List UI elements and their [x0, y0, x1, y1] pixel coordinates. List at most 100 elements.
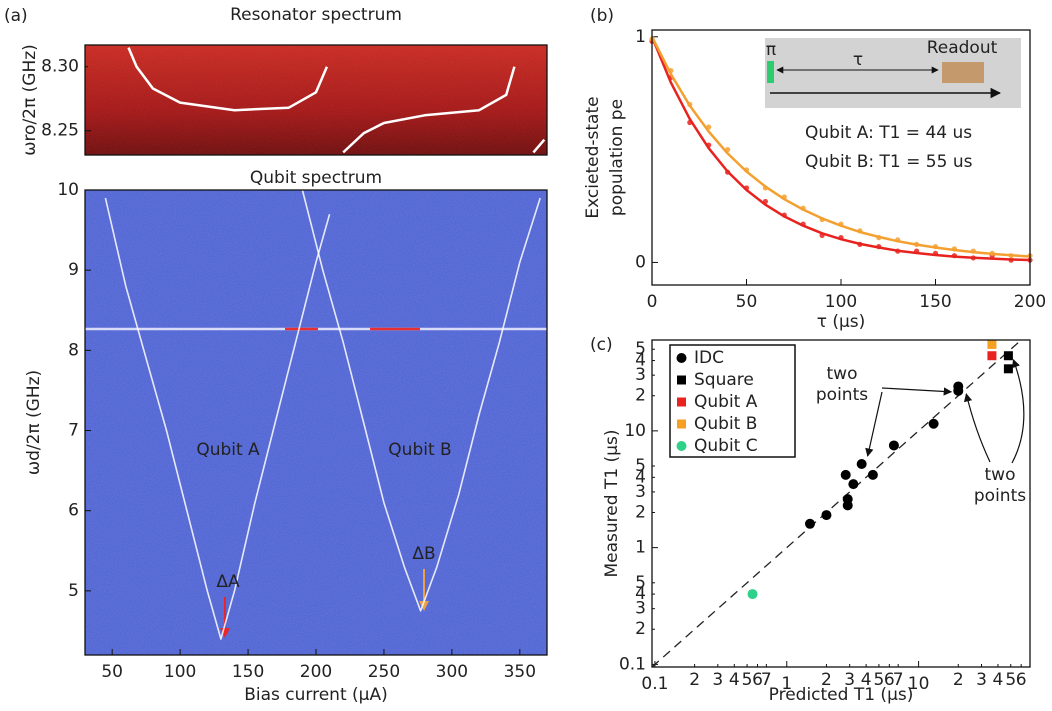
x-tick-label: 7 [761, 670, 772, 690]
x-tick-label: 10 [908, 674, 930, 694]
annotation: points [974, 486, 1026, 506]
legend-label: Square [694, 370, 754, 390]
x-tick-label: 6 [752, 670, 763, 690]
x-tick-label: 5 [742, 670, 753, 690]
x-tick-label: 2 [953, 670, 964, 690]
annotation: ΔB [412, 544, 435, 564]
marker [928, 418, 939, 429]
x-tick-label: 200 [1014, 292, 1046, 312]
x-tick-label: 4 [861, 670, 872, 690]
legend-box [669, 344, 796, 458]
x-axis-label: Predicted T1 (μs) [769, 685, 914, 705]
legend-label: Qubit A [694, 392, 758, 412]
marker [747, 589, 758, 600]
x-tick-label: 1 [781, 674, 792, 694]
curve [650, 36, 1031, 262]
legend-marker [676, 353, 687, 363]
annotation-arrow [963, 393, 991, 463]
x-tick-label: 6 [1016, 670, 1027, 690]
annotation: ΔA [216, 572, 240, 592]
legend-marker [677, 419, 686, 429]
x-tick-label: 6 [884, 670, 895, 690]
y-tick-label: 1 [635, 27, 646, 47]
y-tick-label: 0.1 [619, 654, 646, 674]
annotation: two [985, 465, 1016, 485]
pulse-label: π [766, 40, 776, 60]
y-axis-label: Measured T1 (μs) [602, 430, 622, 578]
legend-marker [677, 397, 686, 407]
curve [301, 189, 541, 612]
readout-pulse [942, 62, 984, 83]
annotation-arrow [865, 391, 883, 457]
legend-label: Qubit B: T1 = 55 us [805, 152, 973, 172]
x-tick-label: 200 [300, 662, 332, 682]
y-tick-label: 9 [68, 260, 79, 280]
curve [650, 36, 1031, 258]
y-tick-label: 8.25 [41, 121, 79, 141]
marker [987, 339, 997, 349]
axes-frame [84, 189, 548, 656]
pulse-inset: π τ Readout [765, 38, 1021, 108]
y-tick-label: 1 [635, 538, 646, 558]
x-tick-label: 50 [101, 662, 123, 682]
y-tick-label: 6 [68, 501, 79, 521]
x-tick-label: 150 [232, 662, 264, 682]
x-tick-label: 4 [729, 670, 740, 690]
y-axis-label: Excieted-state [583, 96, 603, 218]
y-tick-label: 5 [635, 339, 646, 359]
panel-label: (b) [590, 6, 614, 26]
y-tick-label: 10 [624, 421, 646, 441]
annotation: Qubit B [388, 440, 451, 460]
chart-title: Qubit spectrum [250, 168, 382, 188]
y-tick-label: 7 [68, 421, 79, 441]
y-tick-label: 0 [635, 252, 646, 272]
marker [1003, 351, 1013, 361]
legend-label: Qubit A: T1 = 44 us [805, 123, 972, 143]
y-tick-label: 2 [635, 386, 646, 406]
annotation: two [827, 364, 858, 384]
y-tick-label: 10 [57, 180, 79, 200]
heatmap-texture [85, 190, 547, 655]
annotation: Qubit A [196, 440, 260, 460]
annotation-arrow [1011, 358, 1025, 464]
y-tick-label: 5 [68, 581, 79, 601]
x-tick-label: 300 [436, 662, 468, 682]
marker [987, 351, 997, 361]
y-tick-label: 4 [635, 467, 646, 487]
y-axis-label: ωd/2π (GHz) [24, 370, 44, 475]
marker [888, 440, 899, 451]
axes-frame [84, 44, 548, 156]
legend-marker [676, 441, 687, 451]
x-tick-label: 350 [504, 662, 536, 682]
marker [840, 469, 851, 480]
y-tick-label: 2 [635, 502, 646, 522]
legend-label: Qubit B [694, 414, 757, 434]
y-tick-label: 4 [635, 584, 646, 604]
y-tick-label: 5 [635, 456, 646, 476]
x-tick-label: 50 [736, 292, 758, 312]
x-tick-label: 3 [712, 670, 723, 690]
curve [127, 47, 546, 154]
x-axis-label: Bias current (μA) [244, 685, 388, 705]
x-tick-label: 100 [164, 662, 196, 682]
x-tick-label: 5 [873, 670, 884, 690]
curve [104, 197, 331, 640]
x-tick-label: 2 [689, 670, 700, 690]
chart-title: Resonator spectrum [230, 5, 402, 25]
x-tick-label: 3 [976, 670, 987, 690]
annotation: points [816, 385, 868, 405]
legend-marker [677, 375, 686, 385]
y-axis-label: ωro/2π (GHz) [20, 44, 40, 156]
marker [848, 479, 859, 490]
y-tick-label: 5 [635, 573, 646, 593]
legend-label: IDC [694, 348, 724, 368]
x-axis-label: τ (μs) [817, 312, 866, 332]
marker [1003, 364, 1013, 374]
axes-frame [651, 29, 1031, 286]
heatmap-texture [85, 45, 547, 155]
x-tick-label: 150 [919, 292, 951, 312]
marker [842, 494, 853, 505]
y-tick-label: 2 [635, 619, 646, 639]
marker [867, 469, 878, 480]
